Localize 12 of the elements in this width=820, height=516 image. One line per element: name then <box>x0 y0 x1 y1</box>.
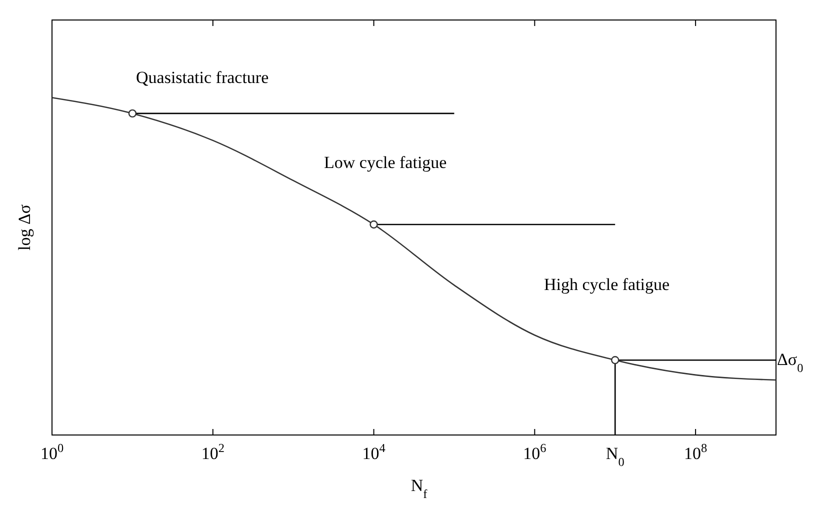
annotation: Low cycle fatigue <box>324 153 447 172</box>
annotation: High cycle fatigue <box>544 275 670 294</box>
x-tick-label: 10$^{4}$ <box>362 441 386 463</box>
x-axis-title: N$_{f}$ <box>410 476 428 501</box>
ref-line-label: Δσ$_{0}$ <box>777 350 804 376</box>
y-axis-title: log Δσ <box>15 204 34 251</box>
ref-line-label: N$_{0}$ <box>606 444 624 469</box>
x-tick-label: 10$^{6}$ <box>523 441 546 463</box>
text: Quasistatic fracture <box>136 68 269 87</box>
x-tick-label: 10$^{8}$ <box>684 441 708 463</box>
x-tick-label: 10$^{2}$ <box>201 441 224 463</box>
x-tick-label: 10$^{0}$ <box>40 441 64 463</box>
